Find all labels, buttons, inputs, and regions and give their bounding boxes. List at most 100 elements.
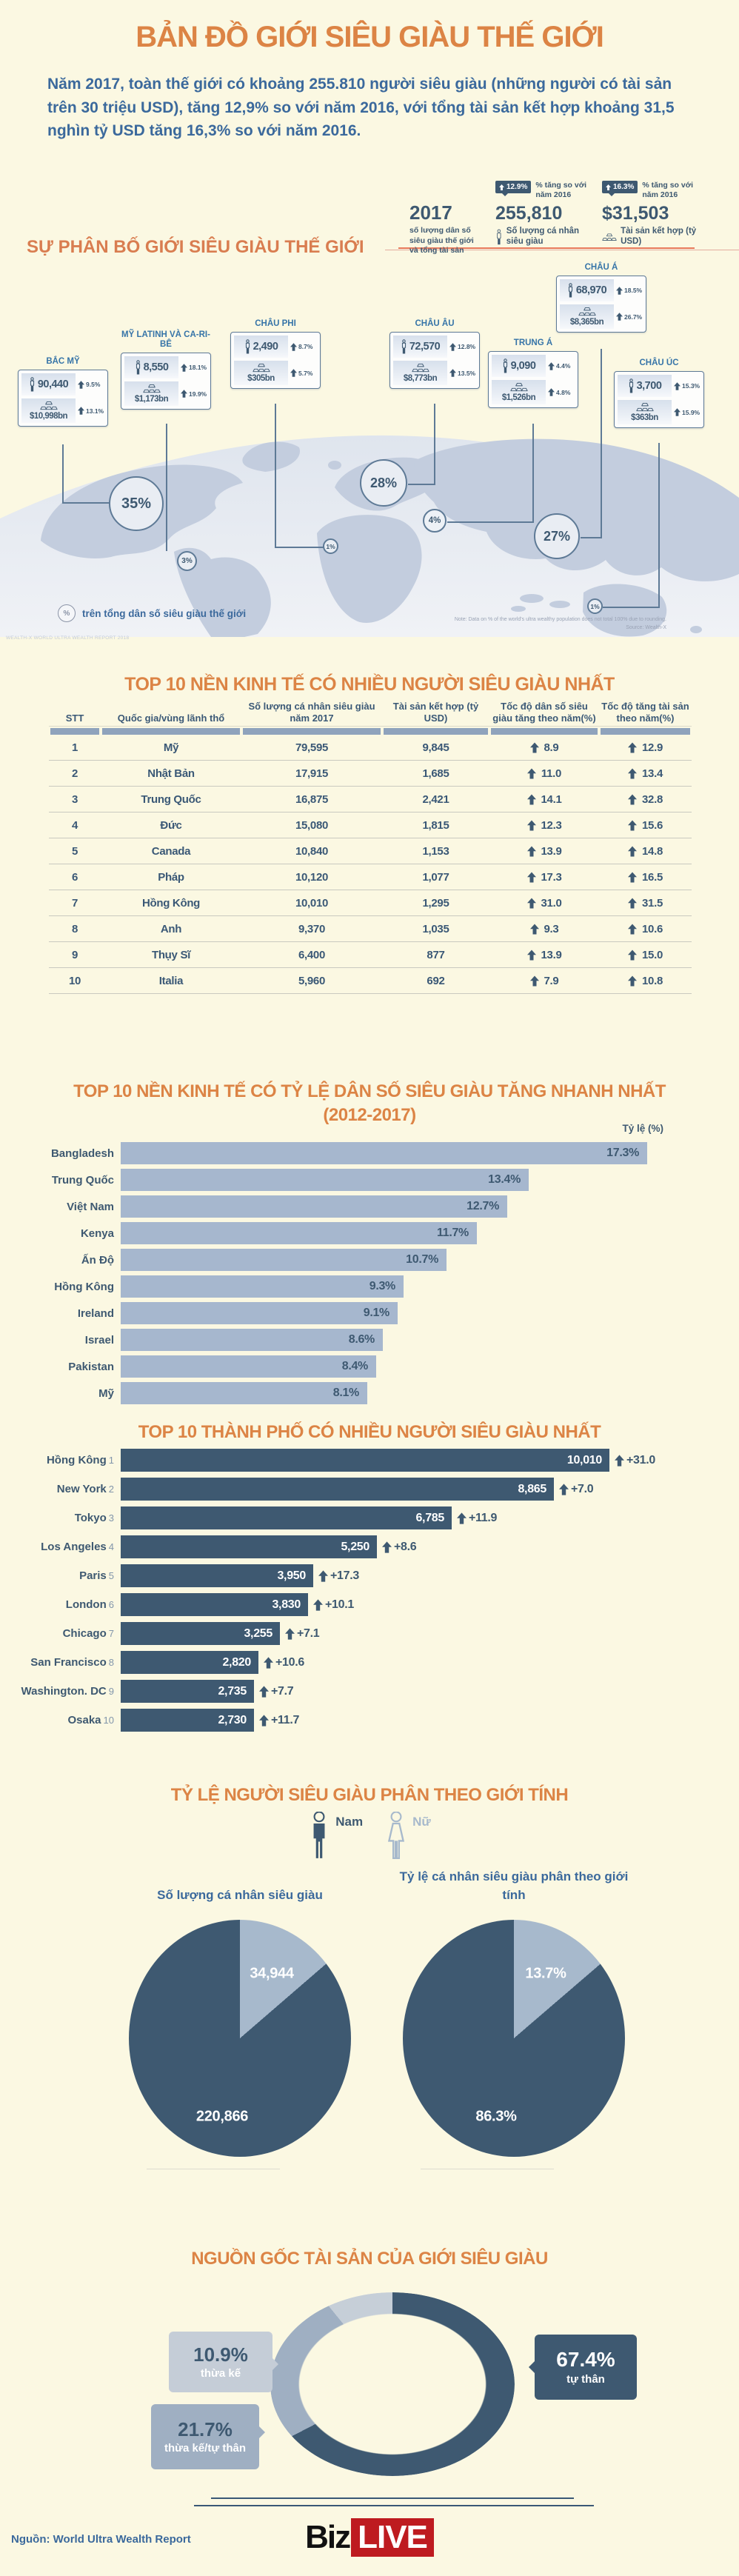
city-rank: 2: [108, 1484, 114, 1495]
up-arrow-icon: [674, 381, 681, 390]
male-icon: [313, 1812, 325, 1858]
city-rank: 1: [108, 1455, 114, 1466]
growth-bar-label: Hồng Kông: [54, 1280, 114, 1293]
region-wealth-row: $8,773bn 13.5%: [393, 361, 476, 386]
table-row: 1 Mỹ 79,595 9,845 8.9 12.9: [49, 735, 692, 761]
city-bar: 8,865: [121, 1478, 554, 1501]
region-card: CHÂU ÚC 3,700 15.3%: [614, 358, 704, 429]
region-wealth-row: $1,526bn 4.8%: [492, 380, 575, 405]
up-arrow-icon: [264, 1656, 273, 1669]
wealth-growth-cell: 32.8: [599, 793, 692, 806]
person-icon: [136, 360, 140, 375]
growth-bar-row: Hồng Kông 9.3%: [0, 1275, 739, 1298]
country-cell: Trung Quốc: [141, 793, 201, 806]
wealth-cell: 1,035: [422, 922, 449, 935]
city-rank: 6: [108, 1599, 114, 1610]
up-arrow-icon: [526, 950, 536, 961]
growth-bar-row: Mỹ 8.1%: [0, 1382, 739, 1404]
wealth-badge-caption: % tăng so với năm 2016: [642, 181, 694, 200]
city-bar-value: 3,255: [244, 1626, 272, 1640]
wealth-cell: 1,295: [422, 896, 449, 910]
region-wealth-row: $1,173bn 19.9%: [124, 381, 207, 407]
count-cell: 10,840: [295, 844, 329, 858]
growth-bar-value: 12.7%: [467, 1200, 499, 1212]
up-arrow-icon: [449, 342, 456, 351]
city-rank: 8: [108, 1657, 114, 1668]
growth-bar-value: 11.7%: [437, 1227, 469, 1239]
city-bar: 10,010: [121, 1449, 609, 1472]
count-cell: 15,080: [295, 818, 329, 832]
footer-rule: [194, 2505, 594, 2506]
city-bar: 2,735: [121, 1680, 254, 1703]
city-change: +10.1: [313, 1598, 354, 1612]
up-arrow-icon: [628, 742, 637, 753]
map-watermark: WEALTH-X WORLD ULTRA WEALTH REPORT 2018: [6, 635, 130, 641]
up-arrow-icon: [313, 1598, 323, 1611]
country-cell: Canada: [151, 844, 191, 858]
rank-cell: 5: [71, 844, 78, 858]
bizlive-logo: Biz LIVE: [0, 2518, 739, 2557]
up-arrow-icon: [628, 975, 637, 987]
up-arrow-icon: [559, 1483, 569, 1495]
gold-bars-icon: [411, 364, 429, 373]
region-wealth-change: 19.9%: [181, 390, 207, 398]
summary-year-caption: số lượng dân số siêu giàu thế giới và tổ…: [409, 226, 474, 256]
gold-bars-icon: [578, 307, 596, 316]
region-card: BẮC MỸ 90,440 9.5%: [18, 357, 108, 427]
region-wealth-row: $10,998bn 13.1%: [21, 398, 104, 424]
city-rank: 9: [108, 1686, 114, 1697]
connector-line: [603, 443, 660, 608]
city-bar: 6,785: [121, 1506, 452, 1529]
region-population-row: 9,090 4.4%: [492, 355, 575, 378]
legend-male: Nam: [308, 1812, 363, 1859]
callout-selfmade: 67.4% tự thân: [529, 2335, 637, 2400]
count-cell: 9,370: [298, 922, 326, 935]
rank-cell: 10: [68, 974, 81, 987]
wealth-growth-cell: 13.4: [599, 767, 692, 780]
count-pie-caption: Số lượng cá nhân siêu giàu: [157, 1888, 323, 1902]
growth-bar-label: Kenya: [80, 1227, 114, 1240]
callout-inherited: 10.9% thừa kế: [169, 2332, 278, 2392]
up-arrow-icon: [526, 846, 536, 857]
city-bar-row: Osaka 10 2,730 +11.7: [0, 1709, 739, 1732]
city-change: +31.0: [615, 1454, 655, 1467]
pop-growth-cell: 12.3: [489, 819, 599, 832]
table-row: 4 Đức 15,080 1,815 12.3 15.6: [49, 812, 692, 839]
map-legend-text: trên tổng dân số siêu giàu thế giới: [82, 607, 247, 619]
region-card: CHÂU ÂU 72,570 12.8%: [389, 319, 480, 390]
country-cell: Mỹ: [163, 741, 179, 754]
map-share-circle: 35%: [109, 476, 164, 531]
up-arrow-icon: [628, 820, 637, 831]
wealth-label-row: Tài sản kết hợp (tỷ USD): [602, 227, 697, 247]
city-bar-label: Osaka 10: [67, 1714, 114, 1726]
up-arrow-icon: [382, 1541, 392, 1553]
person-icon: [30, 377, 34, 392]
country-cell: Anh: [160, 922, 182, 935]
city-change: +10.6: [264, 1656, 304, 1669]
economies-table-title: TOP 10 NỀN KINH TẾ CÓ NHIỀU NGƯỜI SIÊU G…: [124, 674, 615, 695]
region-wealth-row: $305bn 5.7%: [234, 361, 317, 386]
up-arrow-icon: [526, 820, 536, 831]
up-arrow-icon: [457, 1512, 467, 1524]
person-icon: [629, 378, 633, 393]
city-change: +7.0: [559, 1483, 594, 1496]
region-stats-box: 8,550 18.1% $1,173bn: [121, 353, 211, 410]
region-card: TRUNG Á 9,090 4.4%: [488, 338, 578, 409]
count-pie-female-value: 34,944: [250, 1965, 294, 1982]
gender-section-title: TỶ LỆ NGƯỜI SIÊU GIÀU PHÂN THEO GIỚI TÍN…: [170, 1785, 569, 1805]
region-population-change: 12.8%: [449, 342, 476, 351]
up-arrow-icon: [78, 380, 84, 389]
up-arrow-icon: [78, 407, 84, 415]
up-arrow-icon: [548, 388, 555, 396]
summary-population: 12.9% % tăng so với năm 2016 255,810 Số …: [495, 181, 590, 256]
connector-line: [408, 404, 435, 485]
map-legend: % trên tổng dân số siêu giàu thế giới: [58, 604, 246, 622]
wealth-value: $31,503: [602, 203, 669, 224]
city-change: +8.6: [382, 1541, 417, 1554]
city-bar-row: Paris 5 3,950 +17.3: [0, 1564, 739, 1587]
up-arrow-icon: [181, 364, 187, 372]
wealth-growth-cell: 15.0: [599, 949, 692, 961]
wealth-growth-cell: 31.5: [599, 897, 692, 910]
table-row: 10 Italia 5,960 692 7.9 10.8: [49, 968, 692, 995]
footer-rule: [211, 2497, 574, 2499]
